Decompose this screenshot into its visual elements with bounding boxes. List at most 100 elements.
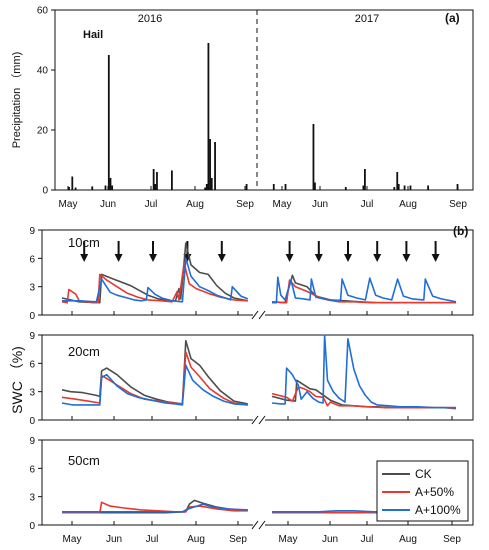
precipitation-x-tick-label: Aug xyxy=(186,199,204,210)
precipitation-bar xyxy=(456,184,459,190)
precipitation-y-ticks: 0 20 40 60 xyxy=(37,6,55,197)
precipitation-bar xyxy=(209,139,211,190)
precipitation-bar xyxy=(104,185,107,190)
swc-line-a100 xyxy=(272,276,457,304)
precipitation-y-tick-label: 0 xyxy=(42,186,48,197)
precipitation-bar xyxy=(171,170,173,190)
precipitation-bar xyxy=(152,169,155,190)
precipitation-axis-label: Precipitation （mm) xyxy=(10,52,23,149)
precipitation-bar xyxy=(344,187,347,190)
precipitation-bar xyxy=(272,184,275,190)
precipitation-bar xyxy=(427,185,430,190)
depth-label-20cm: 20cm xyxy=(68,344,100,359)
swc-y-tick-label: 6 xyxy=(29,359,35,370)
swc-ticks-10cm: 0 3 6 9 xyxy=(29,226,42,322)
legend-entry-label: A+100% xyxy=(415,503,461,517)
swc-y-tick-label: 0 xyxy=(29,311,35,322)
precipitation-bar xyxy=(314,182,316,190)
precipitation-y-tick-label: 60 xyxy=(37,6,49,17)
precipitation-x-ticks: May Jun Jul Aug Sep May Jun Jul Aug Sep xyxy=(59,186,467,210)
hail-annotation: Hail xyxy=(83,29,103,41)
axis-break-gap xyxy=(253,416,265,424)
precipitation-bar xyxy=(362,185,365,190)
precipitation-bar xyxy=(91,186,94,190)
axis-break-50cm xyxy=(251,520,266,530)
swc-x-tick-label: Aug xyxy=(399,534,417,545)
legend: CK A+50% A+100% xyxy=(376,460,469,522)
swc-line-a100 xyxy=(62,257,249,303)
irrigation-arrow-icon xyxy=(80,254,89,262)
swc-x-tick-label: Jul xyxy=(361,534,374,545)
year-label-2017: 2017 xyxy=(355,13,379,25)
swc-y-tick-label: 3 xyxy=(29,283,35,294)
swc-y-tick-label: 9 xyxy=(29,226,35,237)
precipitation-bar xyxy=(364,169,366,190)
precipitation-bar xyxy=(107,55,110,190)
swc-y-tick-label: 9 xyxy=(29,436,35,447)
swc-line-a100 xyxy=(271,334,456,409)
legend-entry-label: CK xyxy=(415,467,432,481)
axis-break-mark xyxy=(251,415,259,425)
irrigation-arrow-icon xyxy=(431,254,440,262)
swc-x-tick-label: Sep xyxy=(229,534,247,545)
irrigation-arrow-icon xyxy=(344,254,352,262)
precipitation-bar xyxy=(396,172,399,190)
axis-break-mark xyxy=(251,520,259,530)
precipitation-bar xyxy=(207,43,210,190)
irrigation-arrow-icon xyxy=(402,254,411,262)
swc-line-a100 xyxy=(62,503,248,513)
precipitation-x-tick-label: May xyxy=(273,199,292,210)
irrigation-arrows xyxy=(80,241,440,262)
axis-break-10cm xyxy=(251,310,266,320)
swc-y-tick-label: 9 xyxy=(29,331,35,342)
panel-label-b: (b) xyxy=(453,224,468,238)
precipitation-bar xyxy=(393,187,396,190)
swc-y-tick-label: 6 xyxy=(29,464,35,475)
precipitation-bar xyxy=(205,184,208,190)
swc-lines-10cm xyxy=(61,242,457,304)
precipitation-bar xyxy=(403,185,406,190)
precipitation-bar xyxy=(284,184,287,190)
swc-lines-20cm xyxy=(61,334,457,410)
precipitation-bar xyxy=(312,124,315,190)
swc-line-a100 xyxy=(61,364,248,406)
precipitation-bar xyxy=(74,187,77,190)
swc-y-tick-label: 6 xyxy=(29,254,35,265)
swc-x-tick-label: Aug xyxy=(187,534,205,545)
precipitation-bar xyxy=(397,184,400,190)
precipitation-y-tick-label: 40 xyxy=(37,66,49,77)
precipitation-x-tick-label: May xyxy=(59,199,78,210)
swc-y-tick-label: 3 xyxy=(29,493,35,504)
depth-label-50cm: 50cm xyxy=(68,453,100,468)
precipitation-y-tick-label: 20 xyxy=(37,126,49,137)
panel-label-a: (a) xyxy=(445,11,460,25)
precipitation-bar xyxy=(210,178,213,190)
precipitation-x-tick-label: Jun xyxy=(312,199,328,210)
legend-entry-label: A+50% xyxy=(415,485,454,499)
swc-axis-label: SWC （%) xyxy=(9,346,25,414)
swc-line-ck xyxy=(61,339,248,405)
swc-subplot-20cm: 20cm 0 3 6 9 xyxy=(29,331,474,427)
precipitation-plot-frame xyxy=(54,9,474,191)
axis-break-mark xyxy=(251,310,259,320)
precipitation-bar xyxy=(109,178,112,190)
precipitation-bar xyxy=(156,172,158,190)
precipitation-bar xyxy=(204,187,206,190)
swc-y-tick-label: 3 xyxy=(29,388,35,399)
swc-line-a50 xyxy=(61,262,248,304)
swc-ticks-20cm: 0 3 6 9 xyxy=(29,331,42,427)
year-label-2016: 2016 xyxy=(138,13,162,25)
axis-break-gap xyxy=(253,311,265,319)
precipitation-bar xyxy=(71,176,74,190)
precipitation-x-tick-label: Sep xyxy=(449,199,467,210)
swc-x-tick-label: Sep xyxy=(443,534,461,545)
irrigation-arrow-icon xyxy=(314,254,323,262)
swc-ticks-50cm: 0 3 6 9 xyxy=(29,436,42,532)
swc-x-tick-label: Jul xyxy=(146,534,159,545)
swc-line-a50 xyxy=(61,351,248,406)
swc-y-tick-label: 0 xyxy=(29,521,35,532)
precipitation-bar xyxy=(245,184,248,190)
